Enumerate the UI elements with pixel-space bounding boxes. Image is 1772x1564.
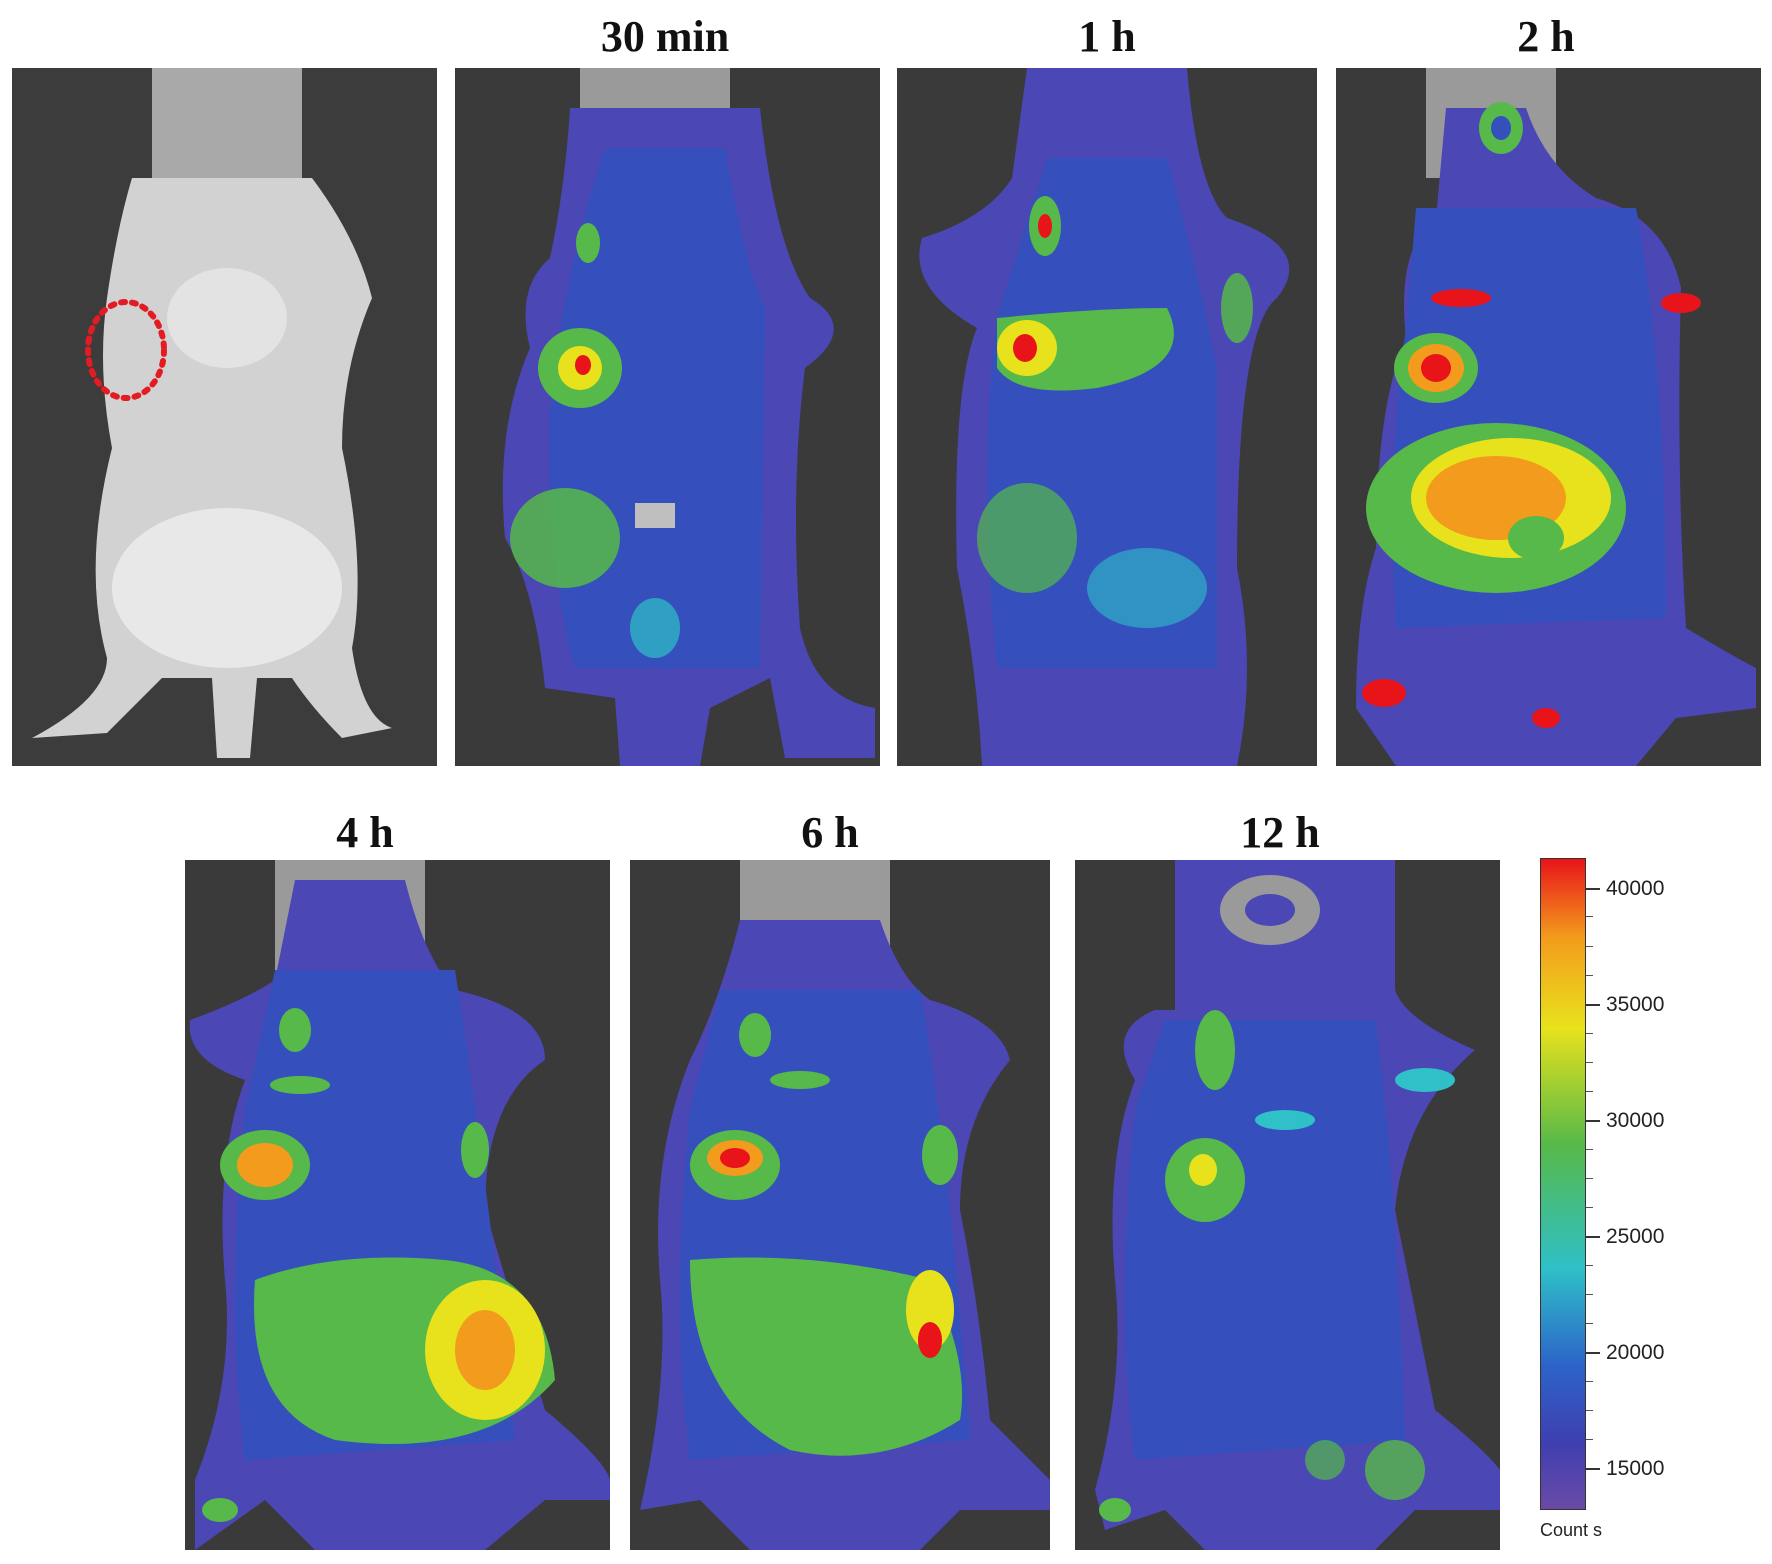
panel-title-12h: 12 h bbox=[1240, 808, 1320, 857]
colorbar: 40000 35000 30000 25000 20000 15000 Coun… bbox=[1540, 858, 1740, 1548]
heatmap-panel-1h bbox=[897, 68, 1317, 766]
colorbar-gradient bbox=[1540, 858, 1586, 1510]
photo-panel bbox=[12, 68, 437, 766]
colorbar-tick-25000: 25000 bbox=[1606, 1225, 1665, 1248]
tumor-marker bbox=[85, 299, 167, 401]
fluorescence-image-6h bbox=[630, 860, 1050, 1550]
heatmap-panel-30min bbox=[455, 68, 880, 766]
fluorescence-image-30min bbox=[455, 68, 880, 766]
heatmap-panel-6h bbox=[630, 860, 1050, 1550]
panel-title-2h: 2 h bbox=[1517, 12, 1575, 61]
fluorescence-image-1h bbox=[897, 68, 1317, 766]
fluorescence-image-12h bbox=[1075, 860, 1500, 1550]
heatmap-panel-2h bbox=[1336, 68, 1761, 766]
colorbar-tick-30000: 30000 bbox=[1606, 1109, 1665, 1132]
fluorescence-image-2h bbox=[1336, 68, 1761, 766]
fluorescence-image-4h bbox=[185, 860, 610, 1550]
panel-title-1h: 1 h bbox=[1078, 12, 1136, 61]
mouse-photo bbox=[12, 68, 437, 766]
panel-title-6h: 6 h bbox=[801, 808, 859, 857]
panel-title-4h: 4 h bbox=[336, 808, 394, 857]
colorbar-unit-label: Count s bbox=[1540, 1520, 1603, 1540]
heatmap-panel-12h bbox=[1075, 860, 1500, 1550]
panel-title-30min: 30 min bbox=[600, 12, 730, 61]
colorbar-tick-20000: 20000 bbox=[1606, 1341, 1665, 1364]
heatmap-panel-4h bbox=[185, 860, 610, 1550]
colorbar-tick-40000: 40000 bbox=[1606, 877, 1665, 900]
colorbar-tick-15000: 15000 bbox=[1606, 1457, 1665, 1480]
colorbar-tick-35000: 35000 bbox=[1606, 993, 1665, 1016]
